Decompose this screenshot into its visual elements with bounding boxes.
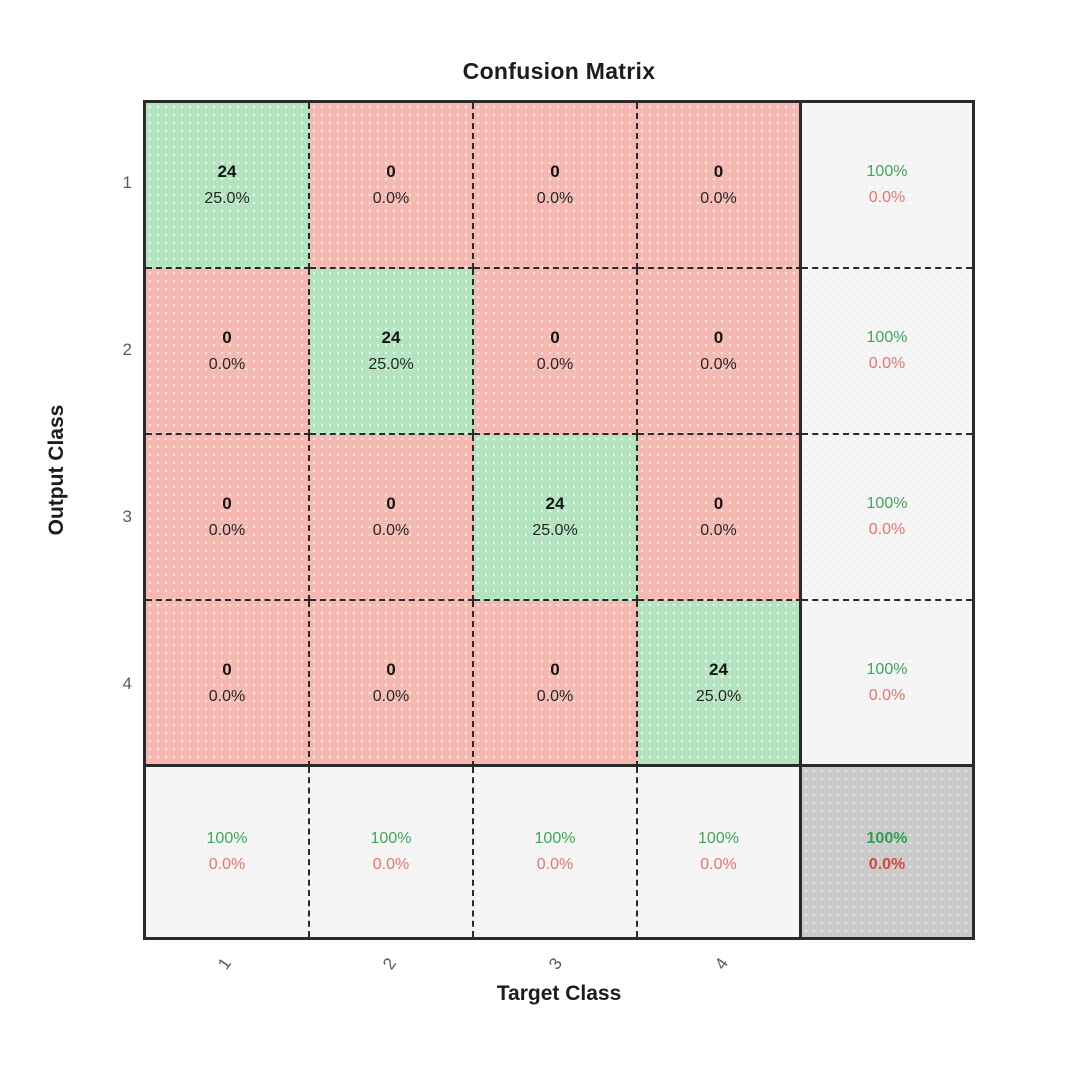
summary-error-percent: 0.0% [372,856,410,873]
matrix-cell-r4c2: 0 0.0% [310,601,474,767]
matrix-cell-r2c1: 0 0.0% [146,269,310,435]
matrix-cell-r2c4: 0 0.0% [638,269,802,435]
matrix-cell-r4c3: 0 0.0% [474,601,638,767]
summary-success-percent: 100% [866,495,908,512]
y-tick-1: 1 [122,173,132,192]
col-summary-c2: 100% 0.0% [310,767,474,937]
cell-count: 24 [545,494,565,513]
cell-percent: 0.0% [536,356,574,373]
x-tick-1: 1 [214,954,236,974]
cell-count: 0 [222,659,232,679]
cell-percent: 0.0% [700,356,737,373]
cell-count: 24 [709,659,728,679]
cell-count: 0 [386,659,396,679]
cell-percent: 0.0% [700,190,737,207]
cell-percent: 0.0% [700,522,737,539]
summary-success-percent: 100% [698,830,739,847]
cell-count: 0 [550,162,560,181]
cell-percent: 0.0% [536,687,574,705]
matrix-cell-r1c3: 0 0.0% [474,103,638,269]
summary-error-percent: 0.0% [868,686,906,704]
cell-percent: 25.0% [368,356,414,373]
cell-percent: 25.0% [204,190,250,207]
cell-count: 24 [381,328,401,347]
overall-accuracy-percent: 100% [866,830,908,847]
matrix-cell-r1c4: 0 0.0% [638,103,802,269]
cell-count: 0 [713,162,724,181]
cell-count: 0 [550,659,560,679]
x-tick-3: 3 [545,954,567,974]
summary-success-percent: 100% [206,830,248,847]
x-tick-2: 2 [379,954,401,974]
cell-percent: 0.0% [208,522,246,539]
matrix-cell-r2c3: 0 0.0% [474,269,638,435]
cell-count: 24 [217,162,237,181]
overall-accuracy-cell: 100% 0.0% [802,767,972,937]
cell-count: 0 [222,328,232,347]
summary-error-percent: 0.0% [868,355,906,372]
col-summary-c1: 100% 0.0% [146,767,310,937]
summary-success-percent: 100% [370,830,412,847]
cell-percent: 25.0% [532,522,578,539]
summary-error-percent: 0.0% [868,189,906,206]
summary-success-percent: 100% [866,660,908,678]
row-summary-r3: 100% 0.0% [802,435,972,601]
matrix-cell-r4c1: 0 0.0% [146,601,310,767]
x-axis-label: Target Class [496,982,622,1005]
matrix-cell-r3c4: 0 0.0% [638,435,802,601]
cell-percent: 0.0% [208,687,246,705]
matrix-cell-r2c2: 24 25.0% [310,269,474,435]
summary-error-percent: 0.0% [208,856,246,873]
cell-percent: 0.0% [208,356,246,373]
cell-percent: 0.0% [372,190,410,207]
summary-success-percent: 100% [866,329,908,346]
row-summary-r2: 100% 0.0% [802,269,972,435]
row-summary-r4: 100% 0.0% [802,601,972,767]
row-summary-r1: 100% 0.0% [802,103,972,269]
summary-success-percent: 100% [866,163,908,180]
summary-error-percent: 0.0% [536,856,574,873]
col-summary-c4: 100% 0.0% [638,767,802,937]
y-tick-4: 4 [122,674,132,693]
summary-error-percent: 0.0% [868,521,906,538]
y-axis-label: Output Class [45,404,68,536]
x-tick-4: 4 [711,954,733,974]
summary-success-percent: 100% [534,830,576,847]
confusion-matrix-grid: 24 25.0% 0 0.0% 0 0.0% 0 0.0% 100% 0.0% … [143,100,975,940]
chart-title: Confusion Matrix [462,58,656,84]
y-tick-2: 2 [122,340,132,359]
cell-percent: 0.0% [536,190,574,207]
matrix-cell-r3c3: 24 25.0% [474,435,638,601]
matrix-cell-r3c1: 0 0.0% [146,435,310,601]
matrix-cell-r1c2: 0 0.0% [310,103,474,269]
cell-count: 0 [386,494,396,513]
cell-count: 0 [550,328,560,347]
cell-count: 0 [713,494,724,513]
col-summary-c3: 100% 0.0% [474,767,638,937]
cell-count: 0 [386,162,396,181]
y-tick-3: 3 [122,507,132,526]
cell-percent: 0.0% [372,687,410,705]
cell-percent: 0.0% [372,522,410,539]
matrix-cell-r4c4: 24 25.0% [638,601,802,767]
matrix-cell-r1c1: 24 25.0% [146,103,310,269]
cell-count: 0 [222,494,232,513]
cell-count: 0 [713,328,724,347]
overall-error-percent: 0.0% [868,856,906,873]
summary-error-percent: 0.0% [700,856,737,873]
matrix-cell-r3c2: 0 0.0% [310,435,474,601]
cell-percent: 25.0% [695,687,742,705]
